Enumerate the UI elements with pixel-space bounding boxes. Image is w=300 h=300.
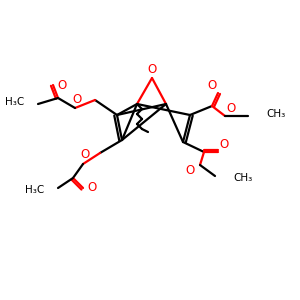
Text: O: O	[80, 148, 90, 161]
Text: O: O	[87, 182, 97, 194]
Text: O: O	[147, 62, 157, 76]
Text: O: O	[72, 92, 82, 106]
Text: H₃C: H₃C	[25, 185, 44, 195]
Text: O: O	[207, 79, 217, 92]
Text: O: O	[57, 79, 67, 92]
Text: H₃C: H₃C	[5, 97, 24, 107]
Text: O: O	[185, 164, 195, 178]
Text: O: O	[219, 137, 229, 151]
Text: O: O	[226, 101, 236, 115]
Text: CH₃: CH₃	[233, 173, 252, 183]
Text: CH₃: CH₃	[266, 109, 285, 119]
